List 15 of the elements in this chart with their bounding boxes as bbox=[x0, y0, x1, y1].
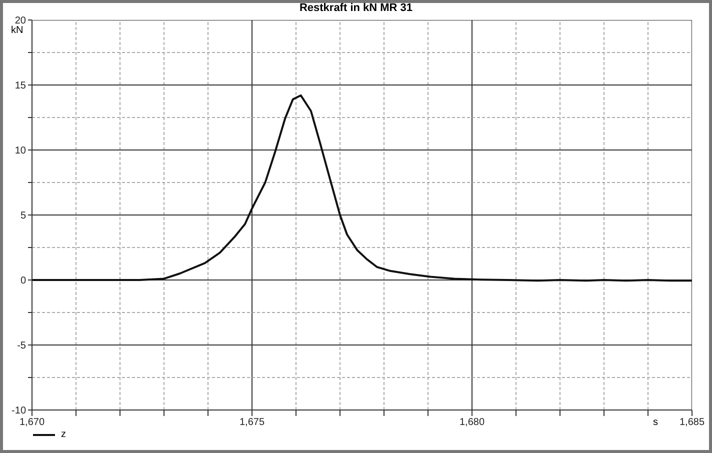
chart-title: Restkraft in kN MR 31 bbox=[298, 2, 414, 14]
y-tick-label: 5 bbox=[20, 210, 26, 222]
x-tick-label: 1,680 bbox=[459, 417, 485, 428]
legend-label: z bbox=[60, 429, 66, 440]
x-tick-label: 1,675 bbox=[239, 417, 265, 428]
y-axis-title: kN bbox=[11, 25, 24, 36]
y-tick-label: 10 bbox=[14, 146, 26, 157]
x-axis-title: s bbox=[653, 417, 658, 428]
y-tick-label: -10 bbox=[12, 406, 26, 417]
y-tick-label: 15 bbox=[14, 80, 26, 92]
x-tick-label: 1,685 bbox=[679, 417, 705, 428]
y-tick-label: -5 bbox=[17, 340, 26, 352]
y-tick-label: 0 bbox=[20, 276, 26, 287]
x-tick-label: 1,670 bbox=[19, 417, 45, 428]
y-tick-label: 20 bbox=[14, 16, 26, 27]
